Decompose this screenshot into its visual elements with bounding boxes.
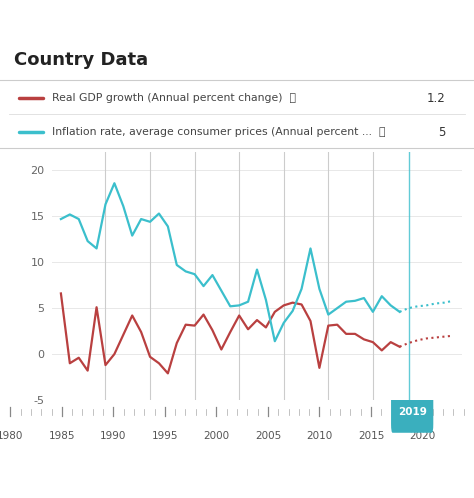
Text: Source: IMF DataMapper, April 2019  ►: Source: IMF DataMapper, April 2019 ► [230,472,460,485]
Text: 1995: 1995 [152,431,178,441]
Text: 2015: 2015 [358,431,384,441]
Text: 1985: 1985 [48,431,75,441]
Text: 2005: 2005 [255,431,281,441]
Text: 1990: 1990 [100,431,127,441]
Text: Real GDP growth (Annual percent change)  ⓘ: Real GDP growth (Annual percent change) … [52,93,296,103]
Text: 1980: 1980 [0,431,24,441]
Text: Inflation rate, average consumer prices (Annual percent ...  ⓘ: Inflation rate, average consumer prices … [52,127,386,137]
Text: 2000: 2000 [203,431,229,441]
Text: 1.2: 1.2 [427,92,446,105]
Text: 2020: 2020 [410,431,436,441]
Text: 2010: 2010 [306,431,333,441]
FancyBboxPatch shape [391,391,433,433]
Text: Country Data: Country Data [14,51,148,69]
Text: 5: 5 [438,125,446,138]
Text: 2019: 2019 [398,407,427,417]
